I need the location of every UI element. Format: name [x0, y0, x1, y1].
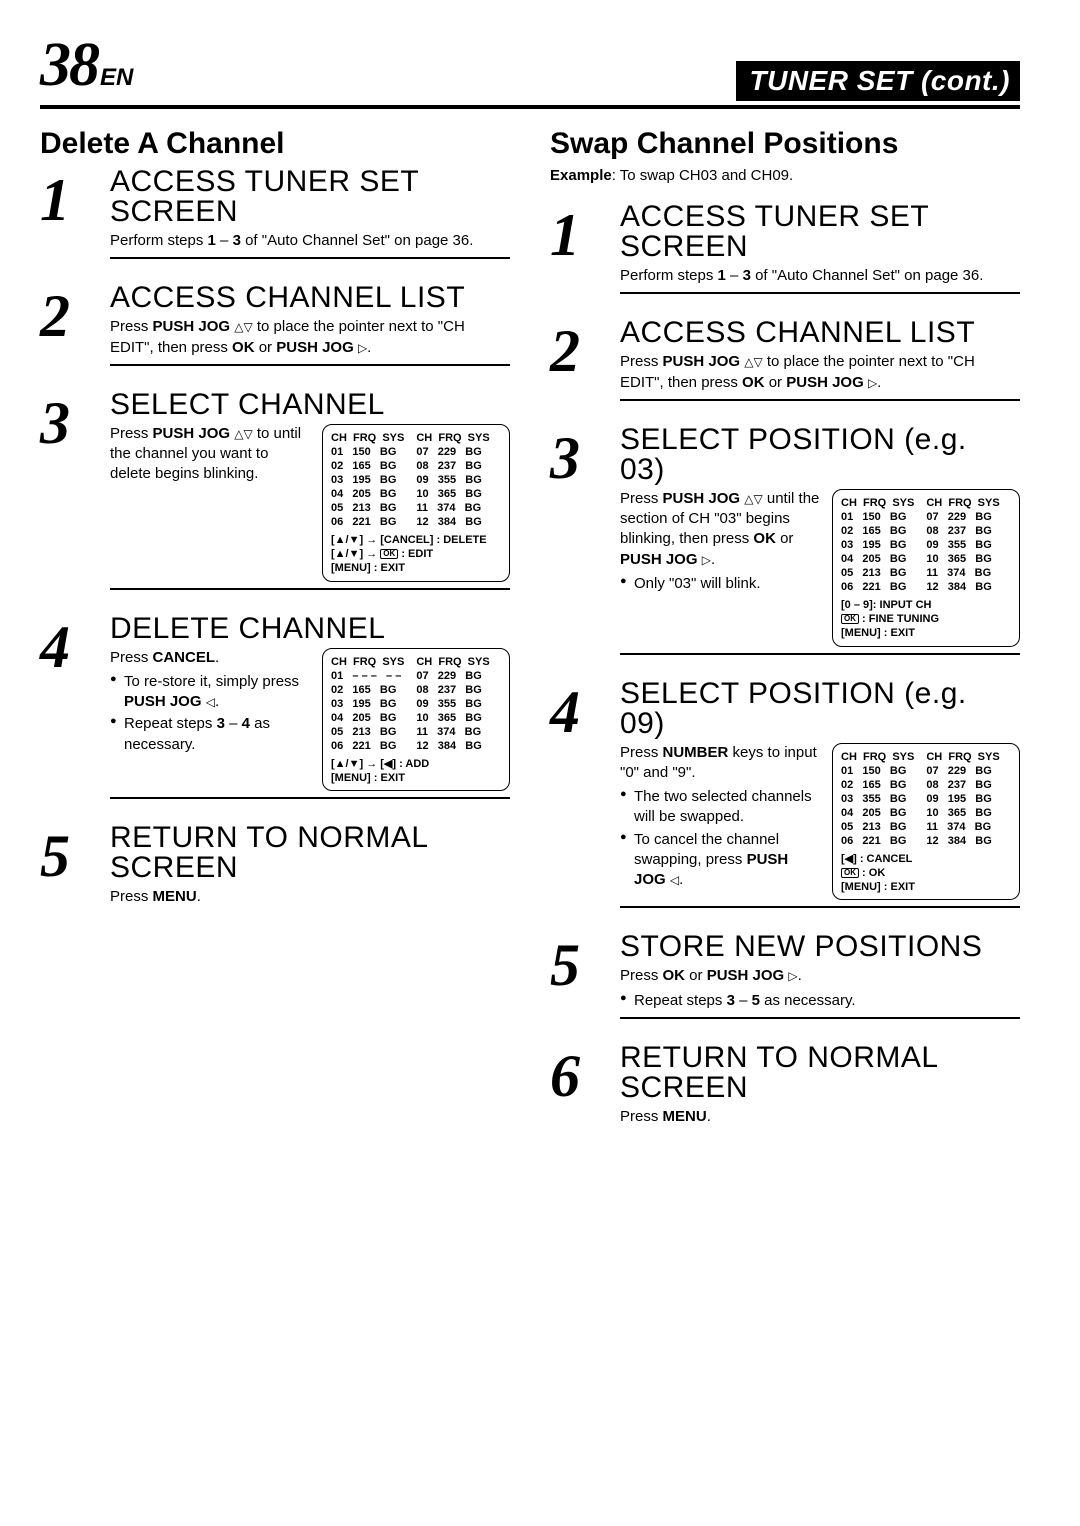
step-body: Press MENU. [620, 1107, 1020, 1127]
channel-table-col-a: CH FRQ SYS 01 – – – – – 02 165 BG 03 195… [331, 655, 404, 754]
section-title-swap: Swap Channel Positions [550, 127, 1020, 161]
step-body: Press PUSH JOG △▽ to place the pointer n… [620, 352, 1020, 393]
section-title-delete: Delete A Channel [40, 127, 510, 161]
step-number: 5 [550, 938, 614, 1029]
left-column: Delete A Channel 1 ACCESS TUNER SET SCRE… [40, 127, 510, 1141]
step-heading: RETURN TO NORMAL SCREEN [620, 1043, 1020, 1103]
step-body: Press PUSH JOG △▽ to until the channel y… [110, 424, 312, 485]
step-bullets: The two selected channels will be swappe… [620, 787, 822, 890]
step-body: Press PUSH JOG △▽ until the section of C… [620, 489, 822, 570]
page-header: 38EN TUNER SET (cont.) [40, 30, 1020, 109]
step-number: 2 [40, 289, 104, 376]
bullet-item: Only "03" will blink. [620, 574, 822, 594]
right-step-3: 3 SELECT POSITION (e.g. 03) Press PUSH J… [550, 425, 1020, 665]
left-step-4: 4 DELETE CHANNEL Press CANCEL. To re-sto… [40, 614, 510, 810]
right-step-6: 6 RETURN TO NORMAL SCREEN Press MENU. [550, 1043, 1020, 1127]
channel-table-col-b: CH FRQ SYS 07 229 BG 08 237 BG 09 355 BG… [416, 655, 489, 754]
step-number: 3 [550, 431, 614, 665]
channel-table: CH FRQ SYS 01 – – – – – 02 165 BG 03 195… [322, 648, 510, 792]
bullet-item: Repeat steps 3 – 5 as necessary. [620, 991, 1020, 1011]
step-heading: SELECT POSITION (e.g. 03) [620, 425, 1020, 485]
step-heading: SELECT CHANNEL [110, 390, 510, 420]
step-body: Press PUSH JOG △▽ to place the pointer n… [110, 317, 510, 358]
step-number: 4 [550, 685, 614, 919]
channel-table: CH FRQ SYS 01 150 BG 02 165 BG 03 195 BG… [322, 424, 510, 582]
step-heading: STORE NEW POSITIONS [620, 932, 1020, 962]
bullet-item: To re-store it, simply press PUSH JOG ◁. [110, 672, 312, 713]
step-number: 6 [550, 1049, 614, 1127]
channel-table-col-a: CH FRQ SYS 01 150 BG 02 165 BG 03 355 BG… [841, 750, 914, 849]
right-column: Swap Channel Positions Example: To swap … [550, 127, 1020, 1141]
section-example: Example: To swap CH03 and CH09. [550, 167, 1020, 184]
header-title: TUNER SET (cont.) [736, 61, 1021, 101]
step-number: 3 [40, 396, 104, 600]
channel-table-col-b: CH FRQ SYS 07 229 BG 08 237 BG 09 355 BG… [926, 496, 999, 595]
channel-table-legend: [0 – 9]: INPUT CHOK : FINE TUNING[MENU] … [841, 598, 1011, 640]
right-step-5: 5 STORE NEW POSITIONS Press OK or PUSH J… [550, 932, 1020, 1029]
bullet-item: To cancel the channel swapping, press PU… [620, 830, 822, 891]
step-number: 5 [40, 829, 104, 907]
channel-table: CH FRQ SYS 01 150 BG 02 165 BG 03 355 BG… [832, 743, 1020, 901]
channel-table-legend: [◀] : CANCELOK : OK[MENU] : EXIT [841, 852, 1011, 894]
step-body: Press CANCEL. [110, 648, 312, 668]
step-number: 2 [550, 324, 614, 411]
bullet-item: The two selected channels will be swappe… [620, 787, 822, 828]
right-step-2: 2 ACCESS CHANNEL LIST Press PUSH JOG △▽ … [550, 318, 1020, 411]
step-bullets: Only "03" will blink. [620, 574, 822, 594]
channel-table-legend: [▲/▼] → [CANCEL] : DELETE[▲/▼] → OK : ED… [331, 533, 501, 575]
right-step-4: 4 SELECT POSITION (e.g. 09) Press NUMBER… [550, 679, 1020, 919]
step-bullets: Repeat steps 3 – 5 as necessary. [620, 991, 1020, 1011]
step-heading: ACCESS TUNER SET SCREEN [620, 202, 1020, 262]
channel-table-col-a: CH FRQ SYS 01 150 BG 02 165 BG 03 195 BG… [331, 431, 404, 530]
step-bullets: To re-store it, simply press PUSH JOG ◁.… [110, 672, 312, 755]
channel-table-col-a: CH FRQ SYS 01 150 BG 02 165 BG 03 195 BG… [841, 496, 914, 595]
step-heading: ACCESS CHANNEL LIST [110, 283, 510, 313]
page-number-value: 38 [40, 31, 98, 99]
step-heading: SELECT POSITION (e.g. 09) [620, 679, 1020, 739]
step-body: Press OK or PUSH JOG ▷. [620, 966, 1020, 986]
step-heading: RETURN TO NORMAL SCREEN [110, 823, 510, 883]
page-lang: EN [100, 64, 133, 91]
step-heading: ACCESS CHANNEL LIST [620, 318, 1020, 348]
step-number: 4 [40, 620, 104, 810]
step-body: Perform steps 1 – 3 of "Auto Channel Set… [620, 266, 1020, 286]
channel-table-legend: [▲/▼] → [◀] : ADD[MENU] : EXIT [331, 757, 501, 785]
step-body: Perform steps 1 – 3 of "Auto Channel Set… [110, 231, 510, 251]
channel-table-col-b: CH FRQ SYS 07 229 BG 08 237 BG 09 195 BG… [926, 750, 999, 849]
channel-table: CH FRQ SYS 01 150 BG 02 165 BG 03 195 BG… [832, 489, 1020, 647]
channel-table-col-b: CH FRQ SYS 07 229 BG 08 237 BG 09 355 BG… [416, 431, 489, 530]
step-heading: DELETE CHANNEL [110, 614, 510, 644]
step-body: Press MENU. [110, 887, 510, 907]
left-step-1: 1 ACCESS TUNER SET SCREEN Perform steps … [40, 167, 510, 269]
left-step-2: 2 ACCESS CHANNEL LIST Press PUSH JOG △▽ … [40, 283, 510, 376]
step-body: Press NUMBER keys to input "0" and "9". [620, 743, 822, 784]
step-heading: ACCESS TUNER SET SCREEN [110, 167, 510, 227]
page-number: 38EN [40, 30, 133, 101]
step-number: 1 [550, 208, 614, 304]
right-step-1: 1 ACCESS TUNER SET SCREEN Perform steps … [550, 202, 1020, 304]
step-number: 1 [40, 173, 104, 269]
bullet-item: Repeat steps 3 – 4 as necessary. [110, 714, 312, 755]
manual-page: 38EN TUNER SET (cont.) Delete A Channel … [0, 0, 1080, 1201]
body-columns: Delete A Channel 1 ACCESS TUNER SET SCRE… [40, 127, 1020, 1141]
left-step-3: 3 SELECT CHANNEL Press PUSH JOG △▽ to un… [40, 390, 510, 600]
left-step-5: 5 RETURN TO NORMAL SCREEN Press MENU. [40, 823, 510, 907]
